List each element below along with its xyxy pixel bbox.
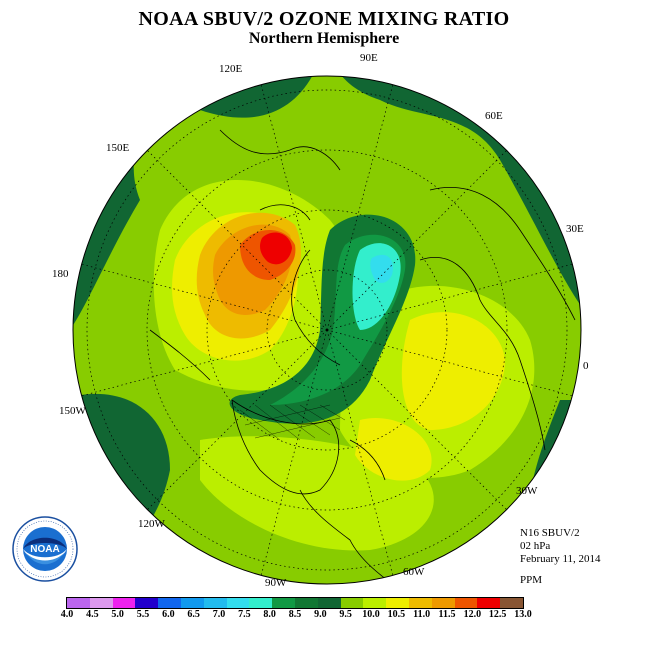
colorbar-tick-label: 9.0 — [314, 609, 327, 620]
map-title: NOAA SBUV/2 OZONE MIXING RATIO — [138, 8, 510, 30]
region-red-max — [260, 232, 292, 265]
coast-florida — [349, 439, 386, 481]
lon-label-0: 0 — [583, 360, 589, 372]
colorbar-tick-label: 5.0 — [111, 609, 124, 620]
colorbar-tick-label: 4.5 — [86, 609, 99, 620]
map-subtitle: Northern Hemisphere — [248, 30, 400, 47]
region-yellow-europe — [401, 312, 505, 430]
coast-arctic-islands — [259, 204, 311, 221]
colorbar-swatch — [272, 598, 295, 608]
map-border — [72, 75, 582, 585]
colorbar-tick-label: 10.5 — [387, 609, 406, 620]
colorbar-swatch — [500, 598, 523, 608]
colorbar-swatch — [477, 598, 501, 608]
colorbar-tick-label: 5.5 — [136, 609, 150, 620]
colorbar-tick-label: 13.0 — [514, 609, 532, 620]
info-satellite: N16 SBUV/2 — [520, 527, 580, 539]
colorbar-swatch — [454, 598, 478, 608]
units-label: PPM — [520, 574, 543, 586]
colorbar — [66, 597, 524, 609]
lon-label-30e: 30E — [566, 223, 584, 235]
colorbar-swatch — [112, 598, 136, 608]
region-yellow-atlantic — [355, 418, 432, 481]
colorbar-tick-label: 10.0 — [362, 609, 380, 620]
colorbar-tick-label: 8.5 — [288, 609, 302, 620]
colorbar-swatch — [158, 598, 181, 608]
ozone-field — [73, 76, 581, 584]
info-level: 02 hPa — [520, 540, 551, 552]
colorbar-swatch — [431, 598, 455, 608]
colorbar-swatch — [89, 598, 113, 608]
colorbar-swatch — [135, 598, 159, 608]
colorbar-tick-label: 8.0 — [263, 609, 276, 620]
coast-asia-north — [429, 187, 576, 321]
colorbar-swatch — [363, 598, 387, 608]
colorbar-tick-label: 11.5 — [438, 609, 456, 620]
colorbar-tick-label: 6.0 — [162, 609, 175, 620]
coast-europe — [419, 257, 546, 451]
coastlines — [149, 129, 576, 584]
colorbar-swatch — [67, 598, 90, 608]
colorbar-tick-label: 11.0 — [413, 609, 431, 620]
colorbar-tick-label: 9.5 — [339, 609, 352, 620]
colorbar-labels: 4.0 4.5 5.0 5.5 6.0 6.5 7.0 7.5 8.0 8.5 9.0 9.5 10.0… — [0, 609, 648, 623]
lon-label-150w: 150W — [59, 405, 86, 417]
colorbar-swatch — [386, 598, 409, 608]
colorbar-tick-label: 7.5 — [238, 609, 251, 620]
lon-label-120e: 120E — [219, 63, 243, 75]
lon-label-60w: 60W — [403, 566, 425, 578]
logo-text: NOAA — [30, 544, 59, 555]
colorbar-swatch — [180, 598, 204, 608]
colorbar-tick-label: 4.0 — [60, 609, 74, 620]
colorbar-swatch — [294, 598, 318, 608]
colorbar-tick-label: 12.5 — [488, 609, 507, 620]
lon-label-60e: 60E — [485, 110, 503, 122]
lon-label-180: 180 — [52, 268, 69, 280]
coast-siberia — [219, 129, 341, 171]
noaa-logo-icon: NOAA — [12, 516, 78, 582]
data-hatch-region — [239, 404, 346, 441]
colorbar-swatch — [317, 598, 341, 608]
lon-label-30w: 30W — [516, 485, 538, 497]
region-cyan-core — [370, 254, 393, 283]
lon-label-150e: 150E — [106, 142, 130, 154]
colorbar-swatch — [203, 598, 227, 608]
colorbar-swatch — [249, 598, 273, 608]
colorbar-tick-label: 12.0 — [463, 609, 482, 620]
lon-label-90w: 90W — [265, 577, 287, 589]
colorbar-swatch — [408, 598, 432, 608]
lon-label-120w: 120W — [138, 518, 165, 530]
colorbar-tick-label: 7.0 — [212, 609, 226, 620]
coast-north-america — [231, 399, 340, 495]
lon-label-90e: 90E — [360, 52, 378, 64]
graticule — [73, 76, 581, 584]
colorbar-tick-label: 6.5 — [187, 609, 200, 620]
info-date: February 11, 2014 — [520, 553, 601, 565]
coast-greenland-arctic — [291, 249, 341, 366]
colorbar-swatch — [226, 598, 250, 608]
colorbar-swatch — [340, 598, 364, 608]
coast-alaska — [149, 329, 211, 381]
coast-central-america — [299, 489, 401, 584]
